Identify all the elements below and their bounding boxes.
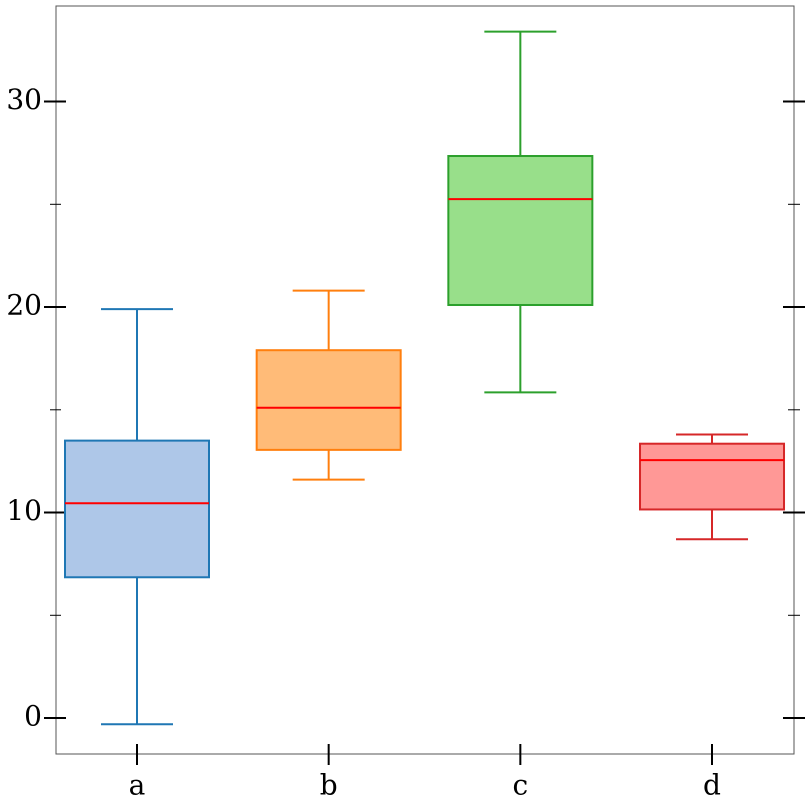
x-tick-label: d — [703, 769, 721, 802]
y-tick-label: 30 — [6, 83, 42, 116]
plot-frame — [55, 5, 795, 755]
x-tick-label: c — [512, 769, 528, 802]
y-tick-label: 20 — [6, 289, 42, 322]
box — [447, 155, 594, 306]
box — [639, 442, 786, 511]
x-tick-label: b — [320, 769, 338, 802]
x-tick-label: a — [129, 769, 146, 802]
box — [64, 439, 210, 579]
y-tick-label: 10 — [6, 494, 42, 527]
y-tick-label: 0 — [24, 700, 42, 733]
box — [255, 349, 402, 451]
